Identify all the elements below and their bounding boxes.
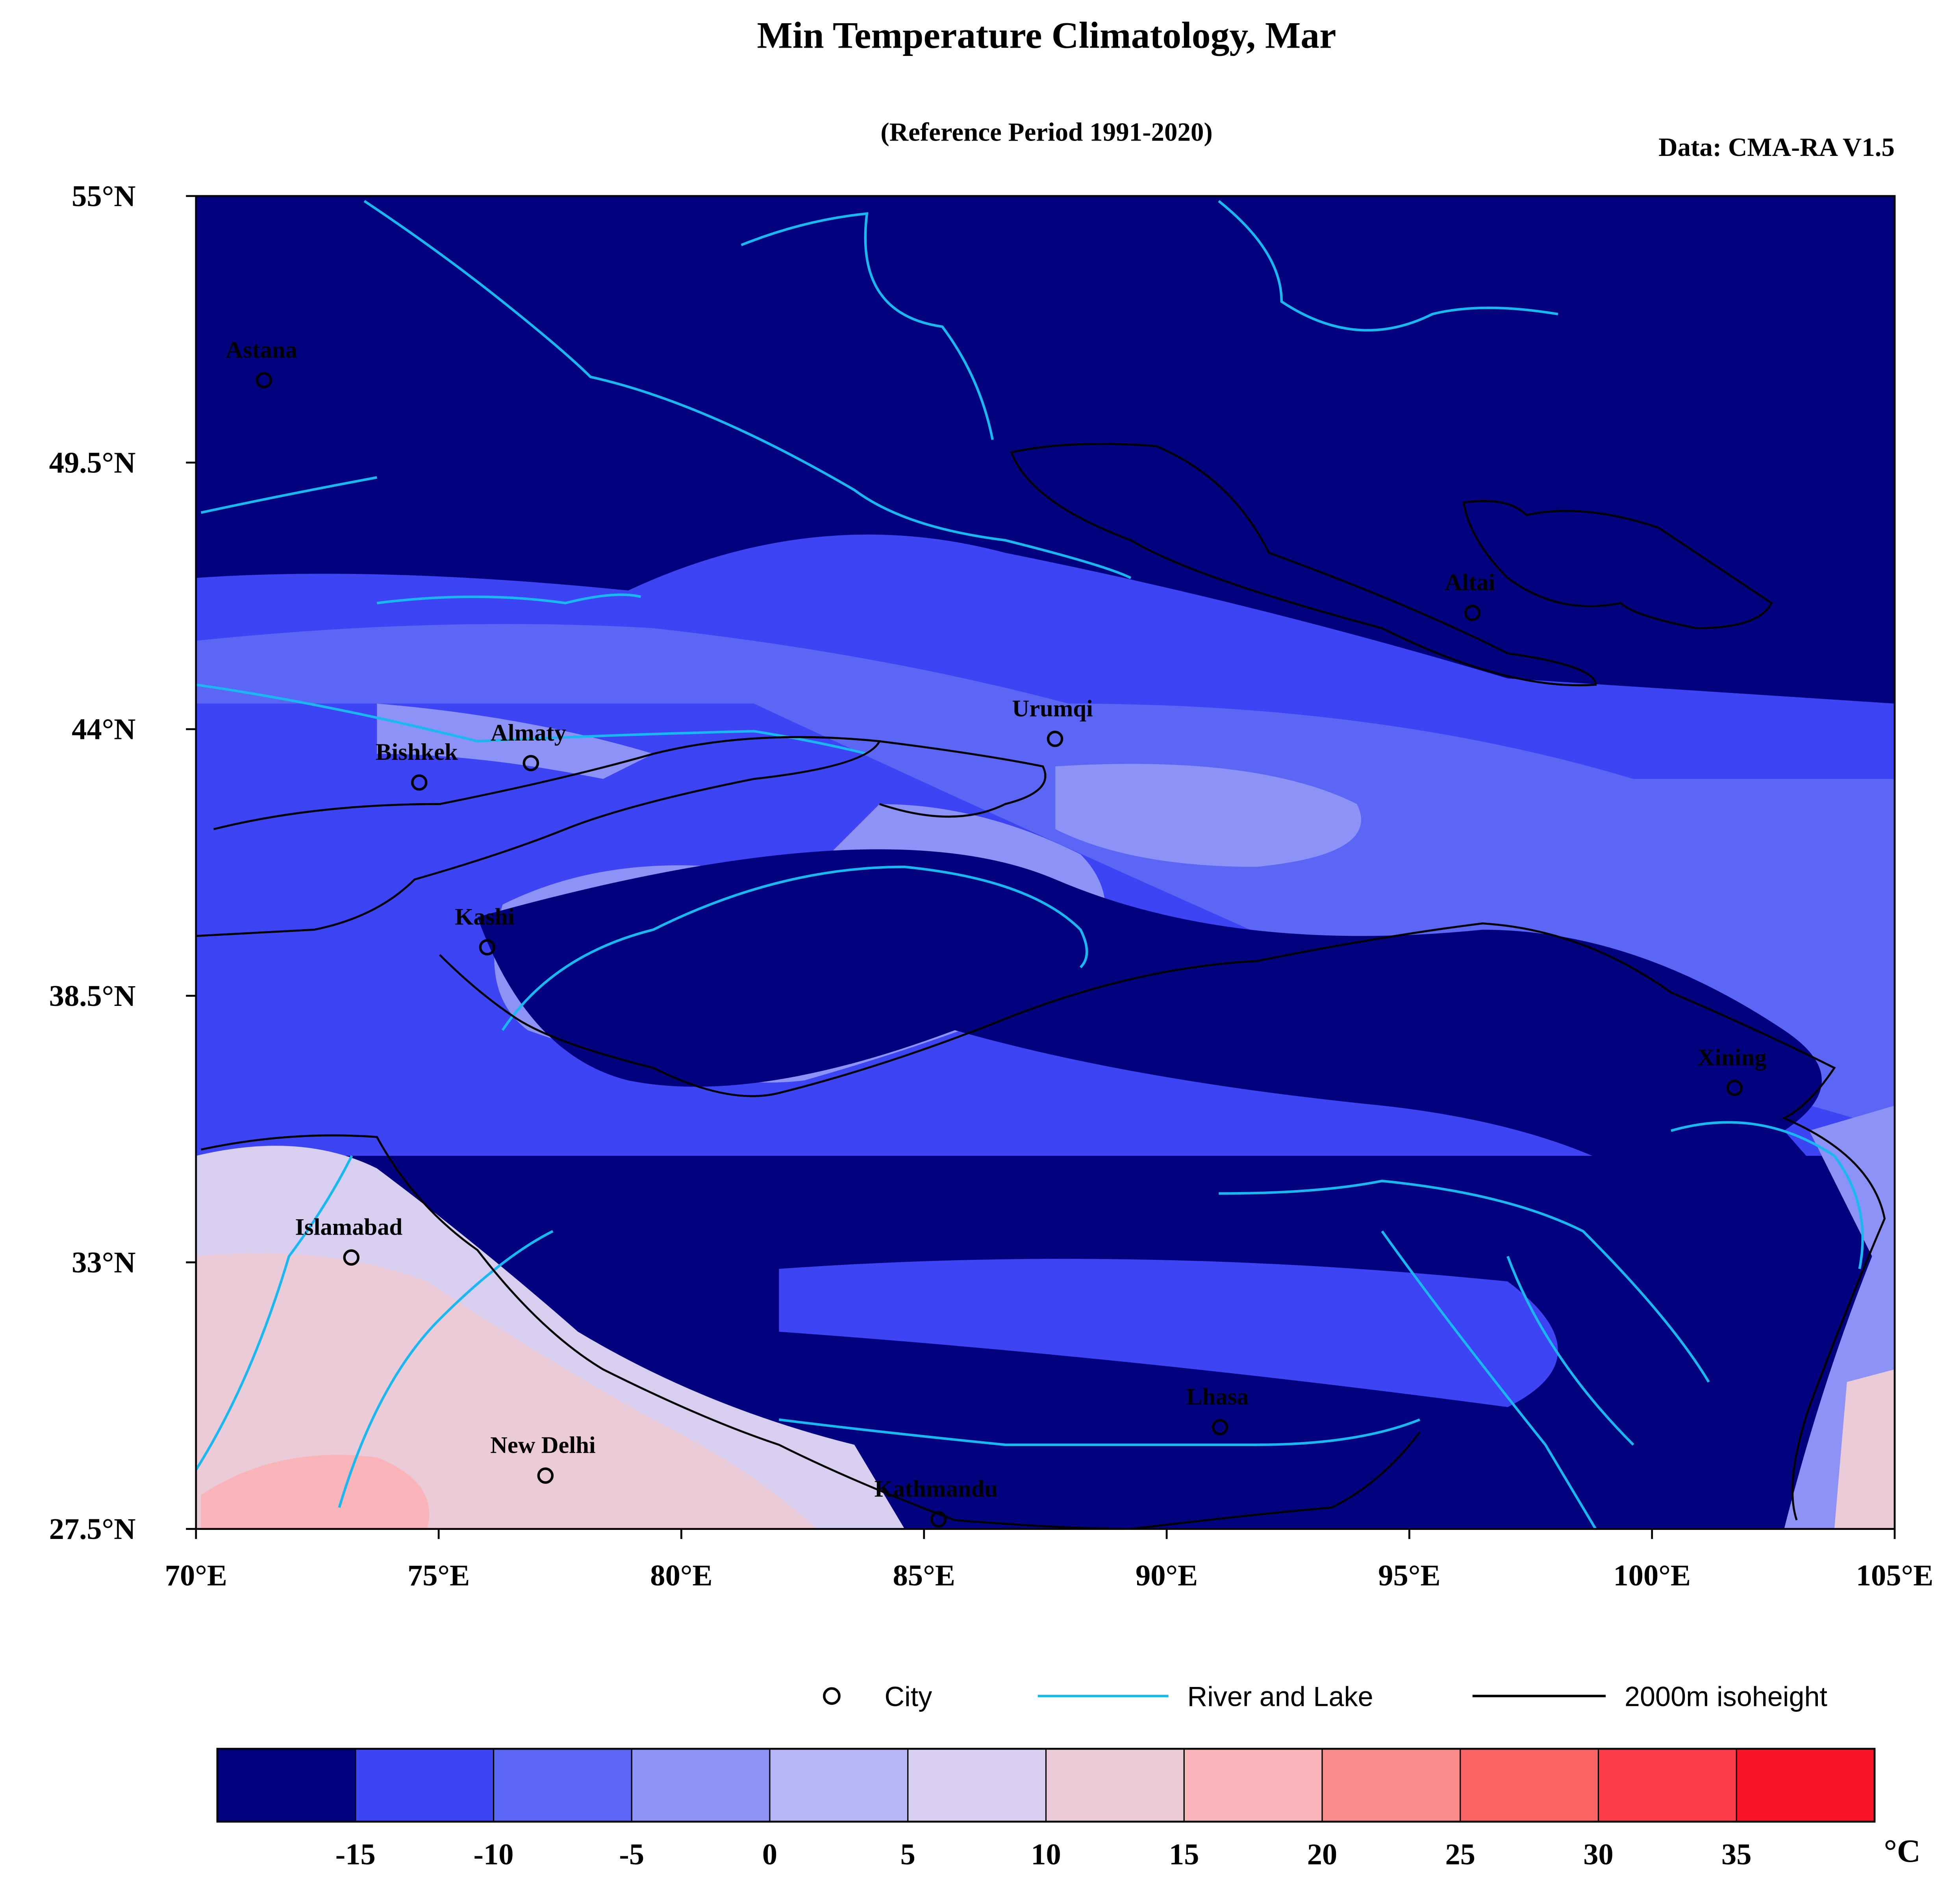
x-tick-label: 105°E xyxy=(1856,1559,1934,1592)
legend-city-symbol xyxy=(823,1687,841,1705)
title: Min Temperature Climatology, Mar xyxy=(757,14,1336,56)
city-label: Bishkek xyxy=(376,739,458,765)
colorbar-label: -15 xyxy=(335,1838,376,1871)
colorbar-box xyxy=(632,1749,770,1822)
colorbar-label: 30 xyxy=(1583,1838,1614,1871)
legend-label: River and Lake xyxy=(1187,1681,1373,1712)
city-label: New Delhi xyxy=(490,1432,596,1459)
colorbar-unit: °C xyxy=(1884,1833,1921,1869)
colorbar-box xyxy=(1736,1749,1875,1822)
colorbar-box xyxy=(770,1749,908,1822)
x-tick-label: 75°E xyxy=(408,1559,470,1592)
colorbar-label: -5 xyxy=(619,1838,644,1871)
city-label: Lhasa xyxy=(1186,1384,1249,1410)
city-marker xyxy=(522,755,539,772)
y-tick-label: 44°N xyxy=(72,713,136,746)
colorbar-box xyxy=(1322,1749,1460,1822)
y-tick-label: 38.5°N xyxy=(49,979,136,1013)
cities: Astana Altai Bishkek Almaty Urumqi Kashi Xinin… xyxy=(226,337,1766,1528)
colorbar-label: -10 xyxy=(473,1838,513,1871)
x-tick-label: 95°E xyxy=(1378,1559,1440,1592)
colorbar-label: 35 xyxy=(1721,1838,1752,1871)
x-tick-label: 100°E xyxy=(1613,1559,1691,1592)
city-label: Xining xyxy=(1697,1044,1766,1071)
city-label: Urumqi xyxy=(1012,695,1093,722)
city-marker xyxy=(1047,731,1063,747)
city-marker xyxy=(256,372,272,389)
city-marker xyxy=(1464,604,1481,621)
subtitle: (Reference Period 1991-2020) xyxy=(880,117,1212,146)
legend: City River and Lake 2000m isoheight xyxy=(823,1681,1827,1712)
colorbar-label: 5 xyxy=(900,1838,915,1871)
city-label: Kashi xyxy=(455,904,515,930)
colorbar-box xyxy=(908,1749,1046,1822)
colorbar-label: 20 xyxy=(1307,1838,1338,1871)
city-label: Kathmandu xyxy=(874,1476,998,1502)
colorbar-box xyxy=(217,1749,356,1822)
city-marker xyxy=(1212,1419,1228,1435)
x-tick-label: 85°E xyxy=(893,1559,955,1592)
city-label: Islamabad xyxy=(295,1214,402,1241)
city-marker xyxy=(479,939,496,955)
city-marker xyxy=(1726,1080,1743,1096)
colorbar-label: 0 xyxy=(762,1838,777,1871)
axes: 70°E 75°E 80°E 85°E 90°E 95°E 100°E 105°E 55°N 49… xyxy=(49,179,1934,1592)
x-tick-label: 80°E xyxy=(650,1559,712,1592)
y-tick-label: 49.5°N xyxy=(49,446,136,480)
colorbar-box xyxy=(355,1749,494,1822)
colorbar: -15 -10 -5 0 5 10 15 20 25 30 35 °C xyxy=(216,1748,1921,1871)
y-tick-label: 27.5°N xyxy=(49,1512,136,1546)
colorbar-label: 15 xyxy=(1169,1838,1199,1871)
colorbar-label: 25 xyxy=(1445,1838,1475,1871)
city-label: Astana xyxy=(226,337,297,363)
source: Data: CMA-RA V1.5 xyxy=(1658,133,1895,162)
legend-label: City xyxy=(884,1681,932,1712)
x-tick-label: 90°E xyxy=(1136,1559,1198,1592)
colorbar-box xyxy=(1460,1749,1599,1822)
x-tick-label: 70°E xyxy=(165,1559,227,1592)
y-tick-label: 33°N xyxy=(72,1246,136,1279)
temperature-field xyxy=(196,196,1895,1529)
city-label: Altai xyxy=(1445,569,1495,596)
city-marker xyxy=(411,774,428,791)
colorbar-box xyxy=(1184,1749,1323,1822)
city-marker xyxy=(930,1511,947,1528)
colorbar-box xyxy=(1046,1749,1184,1822)
y-tick-label: 55°N xyxy=(72,179,136,213)
city-marker xyxy=(537,1467,554,1484)
city-label: Almaty xyxy=(491,720,566,746)
colorbar-box xyxy=(493,1749,632,1822)
legend-label: 2000m isoheight xyxy=(1625,1681,1827,1712)
colorbar-box xyxy=(1598,1749,1737,1822)
colorbar-label: 10 xyxy=(1031,1838,1061,1871)
city-marker xyxy=(343,1249,359,1266)
map-frame xyxy=(195,195,1896,1530)
